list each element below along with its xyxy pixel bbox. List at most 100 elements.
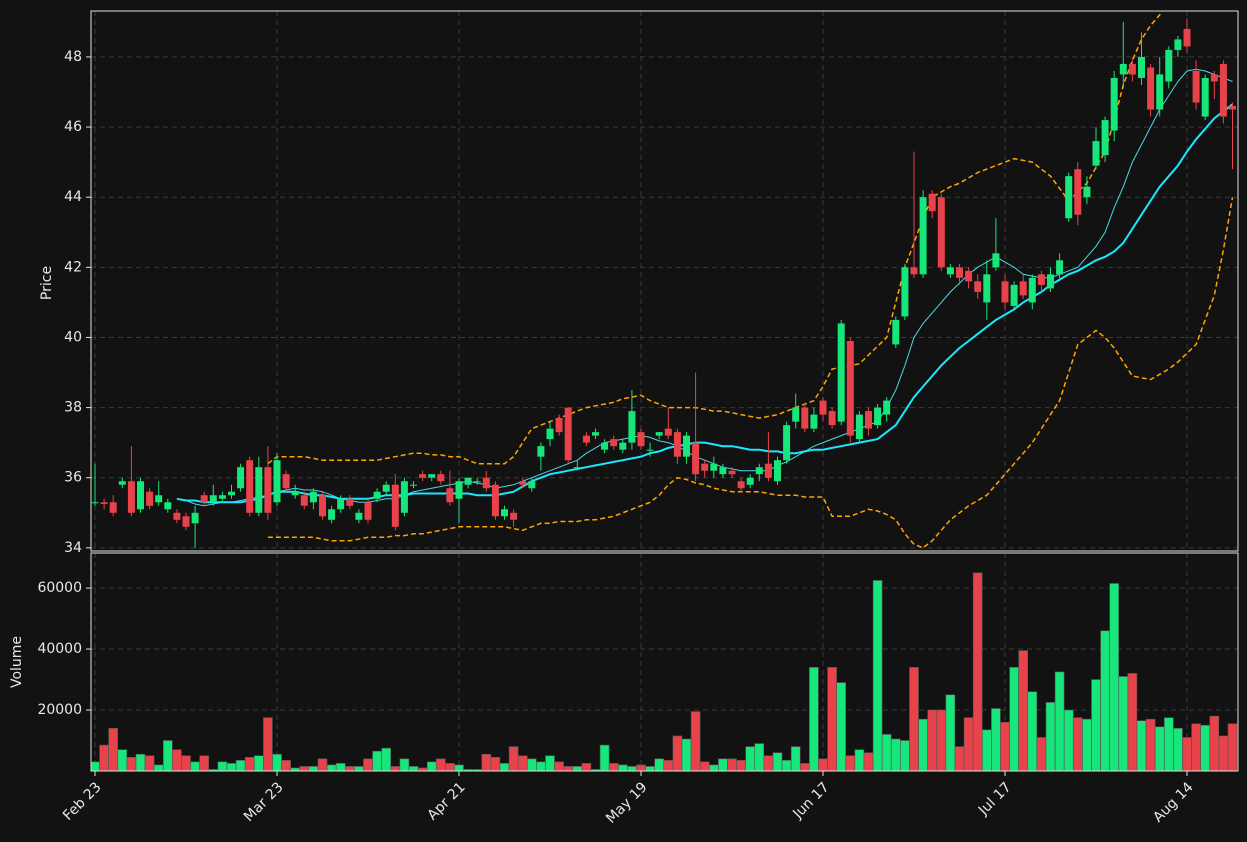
volume-bar: [617, 764, 628, 771]
volume-bar: [272, 753, 282, 771]
candle-body: [683, 435, 690, 457]
volume-bar: [936, 709, 947, 771]
candle-body: [355, 512, 363, 520]
volume-bar: [91, 761, 100, 771]
volume-bar: [181, 755, 191, 771]
volume-bar: [399, 758, 410, 771]
y-tick-label: 40: [64, 329, 82, 345]
candle-body: [1229, 106, 1236, 110]
candle-body: [428, 474, 436, 478]
candle-body: [1010, 284, 1018, 306]
candle-body: [892, 319, 900, 345]
candle-body: [1074, 169, 1082, 215]
volume-bar: [1000, 721, 1010, 771]
volume-bar: [1200, 724, 1210, 771]
volume-bar: [235, 760, 246, 771]
volume-bar: [872, 580, 883, 771]
candle-body: [391, 484, 399, 527]
indicator-line: [267, 11, 1164, 465]
candle-body: [1092, 141, 1100, 166]
volume-bar: [790, 746, 801, 771]
y-tick-label: 46: [64, 119, 82, 135]
volume-bar: [1173, 728, 1183, 771]
candle-body: [528, 481, 536, 489]
volume-bar: [1063, 709, 1074, 771]
volume-bar: [1127, 673, 1138, 771]
volume-bar: [1227, 723, 1238, 771]
volume-bar: [554, 761, 564, 771]
candle-body: [956, 267, 963, 278]
volume-bar: [772, 752, 783, 771]
volume-bar: [799, 763, 810, 771]
volume-bar: [1054, 671, 1065, 771]
volume-bar: [308, 766, 319, 771]
volume-bar: [827, 667, 837, 771]
volume-bar: [1191, 723, 1201, 771]
candle-body: [655, 432, 663, 436]
volume-bar: [963, 717, 974, 771]
volume-bar: [663, 760, 674, 771]
candle-body: [573, 467, 581, 469]
candle-body: [719, 467, 727, 475]
candle-body: [792, 407, 800, 422]
candle-body: [1138, 56, 1145, 78]
y-tick-label: 42: [64, 259, 82, 275]
candle-body: [846, 340, 854, 436]
candle-body: [309, 491, 317, 503]
volume-bar: [1209, 715, 1220, 771]
volume-bar: [763, 755, 774, 771]
volume-bar: [1018, 650, 1029, 771]
volume-bar: [445, 763, 455, 771]
candle-body: [1056, 260, 1064, 275]
candle-body: [537, 446, 545, 457]
candle-body: [1037, 274, 1045, 285]
candle-body: [810, 414, 818, 429]
volume-bar: [645, 766, 655, 771]
candle-body: [828, 411, 836, 426]
volume-bar: [126, 756, 137, 771]
volume-bar: [1036, 737, 1047, 771]
volume-bar: [954, 746, 965, 771]
volume-bar: [1136, 720, 1147, 771]
candle-body: [801, 407, 809, 429]
volume-tick-label: 60000: [37, 580, 82, 596]
candle-body: [446, 488, 454, 503]
candle-body: [883, 400, 891, 415]
candle-body: [182, 516, 190, 527]
candle-body: [928, 193, 936, 212]
candle-body: [1219, 63, 1227, 117]
candle-body: [992, 253, 1000, 268]
volume-bar: [163, 740, 173, 771]
y-tick-label: 38: [64, 400, 82, 416]
candle-body: [974, 281, 982, 292]
volume-bar: [718, 758, 728, 771]
candle-body: [837, 323, 845, 422]
candle-body: [237, 467, 245, 489]
candle-body: [209, 495, 217, 503]
volume-bar: [909, 667, 919, 771]
candle-body: [937, 197, 945, 268]
volume-bar: [845, 755, 856, 771]
candle-body: [764, 463, 772, 478]
y-axis-label: Price: [39, 266, 55, 300]
candle-body: [774, 460, 781, 482]
candle-body: [628, 411, 636, 443]
candle-body: [546, 428, 554, 440]
volume-bar: [326, 764, 337, 771]
volume-bar: [1154, 726, 1165, 771]
volume-bar: [854, 749, 865, 771]
y-tick-label: 48: [64, 49, 82, 65]
volume-bar: [581, 763, 592, 771]
candle-body: [1165, 49, 1173, 82]
volume-bar: [818, 758, 828, 771]
volume-bar: [381, 747, 392, 771]
candle-body: [1110, 77, 1118, 131]
candle-body: [91, 502, 99, 504]
volume-bar: [354, 766, 364, 771]
volume-bar: [972, 572, 983, 771]
volume-bar: [809, 667, 819, 771]
indicator-line: [267, 197, 1234, 549]
candle-body: [164, 502, 172, 510]
volume-bar: [572, 766, 583, 771]
candle-body: [901, 267, 909, 317]
